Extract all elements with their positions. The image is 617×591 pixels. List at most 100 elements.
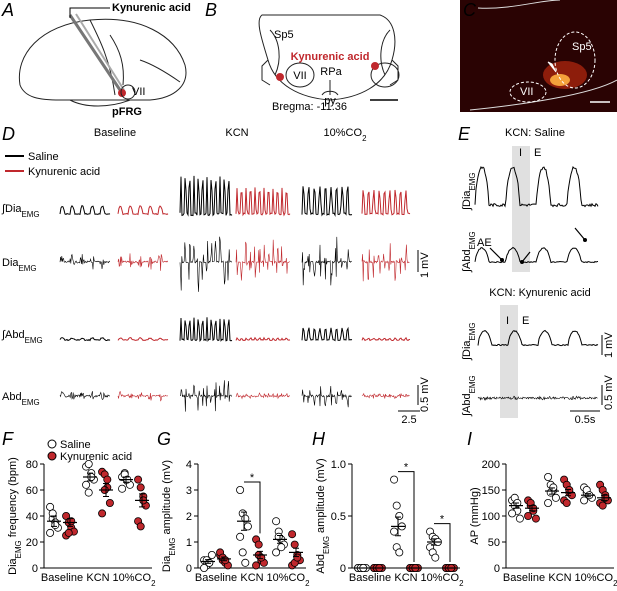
scale-label: 0.5 mV: [419, 376, 431, 412]
row-label: DiaEMG: [2, 257, 37, 273]
data-point: [48, 509, 57, 518]
data-point: [395, 512, 404, 521]
emg-trace: [301, 385, 352, 408]
data-point: [134, 475, 143, 484]
y-axis-label: AP (mmHg): [469, 487, 481, 544]
scale-label: 0.5 mV: [603, 374, 615, 410]
arrowhead: [547, 61, 557, 73]
data-point: [207, 551, 216, 560]
row-label-part: ∫Dia: [1, 203, 22, 215]
data-point: [544, 472, 553, 481]
y-tick-label: 60: [26, 485, 38, 497]
data-point: [390, 527, 399, 536]
significance-label: *: [250, 472, 255, 484]
emg-trace: [59, 204, 111, 216]
y-tick-label: 1.0: [331, 459, 346, 471]
inspiration-shade: [500, 305, 518, 418]
y-tick-label: 0: [32, 563, 38, 575]
y-tick-label: 40: [26, 511, 38, 523]
scale-label: 0.5s: [575, 414, 596, 426]
panel-a-drawing: [18, 18, 187, 107]
data-point: [105, 498, 114, 507]
inspiration-shade: [512, 146, 530, 272]
x-tick-label: KCN: [394, 572, 417, 584]
x-tick-label: KCN: [240, 572, 263, 584]
section-outline: [389, 59, 399, 86]
row-label-part: ∫Abd: [461, 249, 473, 273]
row-label: ∫DiaEMG: [461, 322, 477, 361]
row-label-part: EMG: [25, 336, 43, 345]
row-label-part: Abd: [2, 391, 22, 403]
row-label: ∫AbdEMG: [461, 231, 477, 273]
data-point: [236, 532, 245, 541]
data-point: [531, 514, 540, 523]
emg-trace: [235, 187, 291, 217]
significance-label: *: [440, 514, 445, 526]
y-axis-label-part: Abd: [315, 554, 327, 574]
x-tick-label: Baseline: [41, 572, 83, 584]
b-rpa-label: RPa: [320, 66, 342, 78]
panel-letter: F: [2, 429, 14, 449]
x-tick-label-part: 2: [613, 579, 617, 588]
legend-label: Kynurenic acid: [60, 451, 132, 463]
phase-label: E: [522, 315, 529, 327]
emg-trace: [179, 175, 233, 217]
emg-trace: [59, 253, 111, 270]
arrow: [521, 251, 531, 263]
emg-trace: [117, 205, 169, 216]
vii-outline: [285, 62, 315, 88]
data-point: [508, 509, 517, 518]
data-point: [64, 528, 73, 537]
panel-letter: G: [157, 429, 171, 449]
x-tick-label-part: 10%CO: [113, 572, 152, 584]
injection-site: [276, 73, 284, 81]
legend-marker: [47, 439, 57, 449]
data-point: [288, 530, 297, 539]
y-axis-label-part: EMG: [322, 536, 331, 554]
row-label: ∫AbdEMG: [1, 329, 43, 345]
condition-label: Baseline: [94, 127, 136, 139]
ae-label: AE: [477, 237, 492, 249]
x-tick-label-part: 2: [459, 579, 463, 588]
emg-trace: [235, 392, 290, 400]
row-label: AbdEMG: [2, 391, 40, 407]
data-point: [580, 496, 589, 505]
data-point: [254, 540, 263, 549]
emg-trace: [301, 186, 353, 217]
legend-marker: [47, 451, 57, 461]
sp5-outline: [554, 31, 596, 89]
data-point: [103, 475, 112, 484]
data-point: [290, 540, 299, 549]
pipette: [75, 13, 125, 91]
y-tick-label: 1: [186, 537, 192, 549]
y-tick-label: 20: [26, 537, 38, 549]
x-tick-label: 10%CO2: [113, 572, 156, 588]
x-tick-label: 10%CO2: [421, 572, 464, 588]
condition-label-part: 10%CO: [324, 127, 363, 139]
scale-label: 1 mV: [419, 252, 431, 278]
y-axis-label: DiaEMG amplitude (mV): [161, 460, 177, 572]
emg-trace: [301, 326, 353, 342]
data-point: [236, 485, 245, 494]
arrowhead: [583, 238, 587, 242]
data-point: [241, 558, 250, 567]
y-axis-label-part: frequency (bpm): [7, 457, 19, 540]
data-point: [82, 480, 91, 489]
x-tick-label: 10%CO2: [267, 572, 310, 588]
legend-label: Saline: [28, 151, 59, 163]
emg-trace: [179, 317, 233, 342]
row-label: ∫AbdEMG: [461, 375, 477, 417]
row-label-part: ∫Abd: [1, 329, 25, 341]
data-point: [98, 509, 107, 518]
row-label-part: EMG: [468, 231, 477, 249]
significance-bracket: [434, 523, 451, 562]
data-point: [272, 548, 281, 557]
x-tick-label-part: 10%CO: [421, 572, 460, 584]
y-tick-label: 0: [186, 563, 192, 575]
y-tick-label: 80: [26, 459, 38, 471]
data-point: [118, 484, 127, 493]
emg-trace: [474, 246, 599, 264]
panel-letter: C: [463, 0, 477, 20]
c-nucleus-label: VII: [520, 86, 533, 98]
